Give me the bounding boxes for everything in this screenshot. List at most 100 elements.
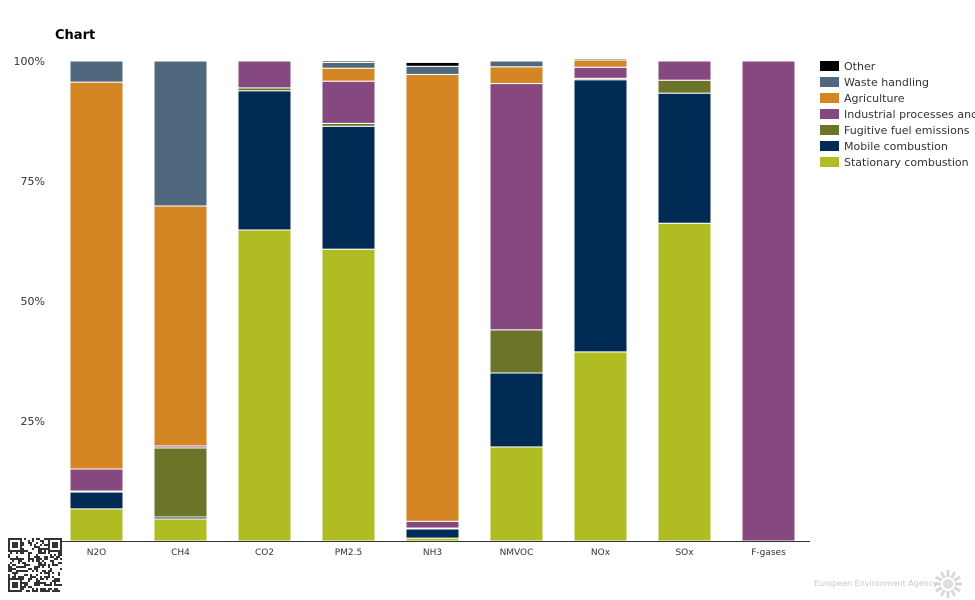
qr-module bbox=[36, 568, 38, 570]
qr-module bbox=[12, 590, 14, 592]
bar-segment bbox=[321, 60, 376, 63]
qr-module bbox=[16, 572, 18, 574]
qr-module bbox=[48, 566, 50, 568]
qr-module bbox=[32, 558, 34, 560]
qr-module bbox=[54, 554, 56, 556]
bar-group-co2 bbox=[237, 60, 292, 542]
eea-logo-ray bbox=[950, 571, 957, 579]
qr-module bbox=[50, 550, 52, 552]
qr-module bbox=[24, 586, 26, 588]
qr-module bbox=[60, 544, 62, 546]
qr-module bbox=[32, 538, 34, 540]
qr-module bbox=[40, 576, 42, 578]
qr-module bbox=[8, 576, 10, 578]
qr-module bbox=[60, 540, 62, 542]
qr-module bbox=[10, 570, 12, 572]
qr-module bbox=[56, 550, 58, 552]
qr-module bbox=[36, 574, 38, 576]
qr-module bbox=[38, 562, 40, 564]
qr-module bbox=[8, 578, 10, 580]
qr-module bbox=[52, 538, 54, 540]
qr-module bbox=[48, 552, 50, 554]
qr-module bbox=[14, 590, 16, 592]
qr-module bbox=[44, 538, 46, 540]
legend-swatch bbox=[820, 77, 839, 87]
legend-swatch bbox=[820, 109, 839, 119]
qr-module bbox=[12, 576, 14, 578]
qr-module bbox=[42, 588, 44, 590]
legend-label: Waste handling bbox=[844, 76, 929, 89]
bar-group-pm25 bbox=[321, 60, 376, 542]
qr-module bbox=[54, 590, 56, 592]
qr-module bbox=[38, 556, 40, 558]
qr-module bbox=[36, 566, 38, 568]
qr-module bbox=[42, 578, 44, 580]
qr-module bbox=[52, 542, 54, 544]
qr-module bbox=[48, 540, 50, 542]
qr-module bbox=[52, 546, 54, 548]
qr-module bbox=[14, 578, 16, 580]
qr-module bbox=[40, 558, 42, 560]
qr-module bbox=[24, 584, 26, 586]
qr-module bbox=[58, 580, 60, 582]
qr-module bbox=[18, 560, 20, 562]
qr-module bbox=[32, 570, 34, 572]
qr-module bbox=[10, 568, 12, 570]
qr-module bbox=[54, 582, 56, 584]
qr-module bbox=[44, 572, 46, 574]
qr-module bbox=[32, 576, 34, 578]
y-tick-label: 25% bbox=[21, 415, 45, 428]
qr-module bbox=[10, 538, 12, 540]
qr-module bbox=[14, 546, 16, 548]
qr-module bbox=[30, 542, 32, 544]
qr-module bbox=[54, 588, 56, 590]
qr-module bbox=[52, 572, 54, 574]
qr-module bbox=[46, 544, 48, 546]
qr-module bbox=[60, 568, 62, 570]
qr-module bbox=[56, 580, 58, 582]
bar-segment bbox=[657, 222, 712, 542]
bar-segment bbox=[321, 248, 376, 542]
qr-module bbox=[20, 558, 22, 560]
qr-module bbox=[50, 588, 52, 590]
qr-module bbox=[56, 546, 58, 548]
qr-module bbox=[58, 554, 60, 556]
qr-module bbox=[10, 578, 12, 580]
qr-module bbox=[32, 548, 34, 550]
qr-module bbox=[36, 570, 38, 572]
qr-module bbox=[18, 590, 20, 592]
qr-module bbox=[50, 538, 52, 540]
qr-module bbox=[46, 576, 48, 578]
qr-module bbox=[14, 564, 16, 566]
qr-module bbox=[44, 564, 46, 566]
qr-module bbox=[50, 568, 52, 570]
qr-module bbox=[12, 584, 14, 586]
bar-segment bbox=[69, 468, 124, 492]
qr-module bbox=[28, 554, 30, 556]
qr-module bbox=[38, 552, 40, 554]
qr-module bbox=[44, 552, 46, 554]
bar-segment bbox=[657, 92, 712, 224]
qr-module bbox=[18, 566, 20, 568]
bar-segment bbox=[573, 58, 628, 61]
qr-module bbox=[20, 542, 22, 544]
qr-module bbox=[34, 576, 36, 578]
qr-module bbox=[20, 544, 22, 546]
qr-module bbox=[46, 572, 48, 574]
qr-module bbox=[44, 576, 46, 578]
qr-module bbox=[8, 584, 10, 586]
qr-module bbox=[28, 552, 30, 554]
qr-module bbox=[38, 550, 40, 552]
qr-module bbox=[48, 572, 50, 574]
qr-module bbox=[54, 584, 56, 586]
qr-module bbox=[44, 548, 46, 550]
qr-module bbox=[30, 574, 32, 576]
bar-group-n2o bbox=[69, 60, 124, 542]
qr-module bbox=[40, 572, 42, 574]
qr-module bbox=[44, 544, 46, 546]
qr-module bbox=[50, 560, 52, 562]
qr-module bbox=[58, 556, 60, 558]
qr-module bbox=[22, 586, 24, 588]
